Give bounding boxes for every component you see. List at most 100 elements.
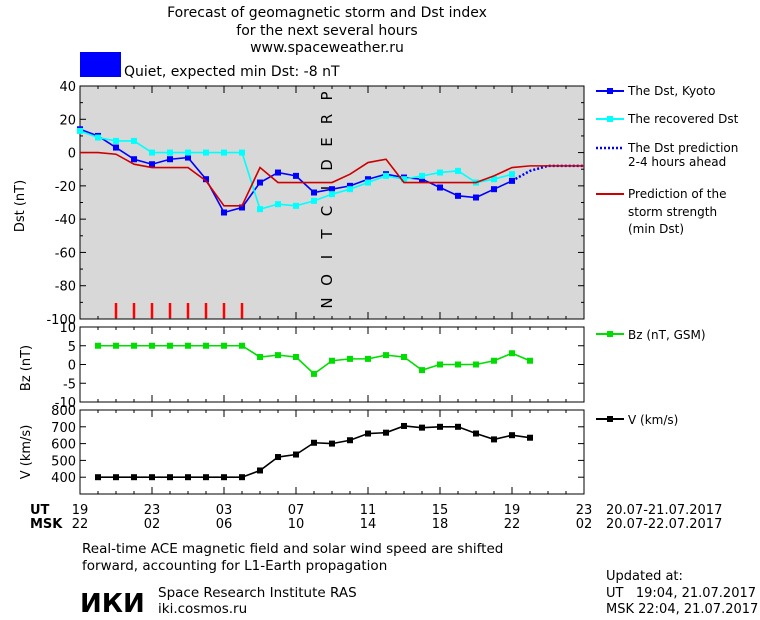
msk-tick-label: 22: [504, 517, 521, 532]
v-km-s-line: [98, 425, 531, 479]
the-recovered-dst-point: [401, 176, 407, 183]
prediction-letter: I: [318, 186, 336, 190]
the-recovered-dst-point: [239, 149, 245, 156]
bz-nt-gsm-point: [113, 342, 119, 349]
bz-nt-gsm-point: [437, 361, 443, 368]
bz-nt-gsm-point: [239, 342, 245, 349]
bz-ylabel: Bz (nT): [19, 345, 34, 391]
the-dst-kyoto-point: [473, 194, 479, 201]
v-km-s-point: [491, 436, 497, 443]
v-km-s-point: [365, 430, 371, 437]
iki-logo: ИКИ: [80, 589, 145, 619]
the-dst-kyoto-point: [257, 179, 263, 186]
bz-panel: 10 5 0 -5 -10: [55, 321, 585, 411]
msk-label: MSK: [30, 517, 63, 532]
the-recovered-dst-point: [203, 149, 209, 156]
bz-nt-gsm-point: [95, 342, 101, 349]
the-dst-kyoto-point: [221, 209, 227, 216]
bz-nt-gsm-point: [311, 370, 317, 377]
legend-dst-recovered: The recovered Dst: [596, 112, 739, 126]
the-recovered-dst-point: [311, 197, 317, 204]
v-ylabel: V (km/s): [19, 425, 34, 480]
the-recovered-dst-point: [257, 206, 263, 213]
bz-nt-gsm-point: [383, 352, 389, 359]
msk-tick-label: 02: [144, 517, 161, 532]
y-tick-label: -5: [63, 377, 76, 392]
ut-tick-label: 03: [216, 503, 233, 518]
status-color-box: [80, 52, 121, 77]
bz-nt-gsm-point: [203, 342, 209, 349]
the-recovered-dst-point: [293, 202, 299, 209]
y-tick-label: 600: [51, 438, 76, 453]
the-dst-kyoto-point: [365, 176, 371, 183]
v-km-s-point: [221, 474, 227, 481]
legend-dst-prediction: The Dst prediction 2-4 hours ahead: [596, 141, 738, 169]
prediction-letter: N: [318, 297, 336, 308]
note-line-1: Real-time ACE magnetic field and solar w…: [82, 541, 503, 557]
svg-text:Bz (nT, GSM): Bz (nT, GSM): [628, 328, 706, 342]
the-dst-kyoto-point: [419, 176, 425, 183]
y-tick-label: 40: [59, 80, 76, 95]
v-km-s-point: [113, 474, 119, 481]
prediction-of-the-storm-strength-line: [80, 151, 584, 207]
ut-tick-label: 23: [576, 503, 593, 518]
bz-nt-gsm-point: [401, 354, 407, 360]
the-recovered-dst-point: [113, 137, 119, 144]
y-tick-label: 700: [51, 421, 76, 436]
the-dst-kyoto-point: [311, 189, 317, 196]
bz-nt-gsm-point: [509, 350, 515, 357]
the-recovered-dst-point: [365, 179, 371, 186]
bz-nt-gsm-point: [329, 357, 335, 364]
msk-date-range: 20.07-22.07.2017: [606, 517, 722, 532]
updated-msk: MSK 22:04, 21.07.2017: [606, 602, 758, 617]
bz-nt-gsm-point: [527, 357, 533, 364]
v-km-s-point: [473, 430, 479, 437]
prediction-letter: C: [318, 206, 336, 216]
bz-nt-gsm-point: [167, 342, 173, 349]
y-tick-label: -100: [46, 313, 76, 328]
the-recovered-dst-point: [347, 186, 353, 193]
ut-tick-label: 15: [432, 503, 449, 518]
dst-panel: 40 20 0 -20 -40 -60 -80 -100: [46, 80, 585, 328]
ut-label: UT: [30, 503, 50, 518]
v-km-s-point: [275, 454, 281, 461]
the-recovered-dst-point: [329, 191, 335, 198]
title-line-1: Forecast of geomagnetic storm and Dst in…: [167, 5, 487, 21]
updated-ut: UT 19:04, 21.07.2017: [606, 586, 756, 601]
y-tick-label: -20: [55, 180, 76, 195]
the-recovered-dst-point: [509, 171, 515, 178]
the-recovered-dst-point: [95, 134, 101, 141]
bz-nt-gsm-point: [491, 357, 497, 364]
the-dst-prediction-line: [511, 164, 584, 182]
prediction-letter: R: [318, 114, 336, 124]
bz-nt-gsm-point: [347, 355, 353, 362]
y-tick-label: -10: [55, 396, 76, 411]
svg-text:V (km/s): V (km/s): [628, 413, 678, 427]
v-km-s-point: [401, 422, 407, 429]
the-dst-kyoto-point: [149, 161, 155, 168]
y-tick-label: -40: [55, 213, 76, 228]
prediction-label: P R E D I C T I ON: [318, 91, 336, 308]
v-km-s-point: [527, 434, 533, 441]
the-dst-kyoto-point: [293, 172, 299, 179]
legend-bz: Bz (nT, GSM): [596, 328, 706, 342]
msk-tick-label: 10: [288, 517, 305, 532]
msk-tick-label: 22: [72, 517, 89, 532]
ut-tick-label: 19: [72, 503, 89, 518]
legend-storm-strength: Prediction of the storm strength (min Ds…: [596, 187, 727, 236]
bz-nt-gsm-point: [473, 361, 479, 368]
bz-nt-gsm-point: [185, 342, 191, 349]
bz-nt-gsm-point: [257, 354, 263, 360]
bz-nt-gsm-point: [221, 342, 227, 349]
bz-nt-gsm-point: [365, 355, 371, 362]
note-line-2: forward, accounting for L1-Earth propaga…: [82, 558, 387, 574]
the-dst-kyoto-point: [185, 154, 191, 161]
y-tick-label: -80: [55, 280, 76, 295]
bz-nt-gsm-point: [455, 361, 461, 368]
ut-tick-label: 07: [288, 503, 305, 518]
prediction-letter: D: [318, 159, 336, 171]
the-recovered-dst-point: [185, 149, 191, 156]
v-km-s-point: [203, 474, 209, 481]
